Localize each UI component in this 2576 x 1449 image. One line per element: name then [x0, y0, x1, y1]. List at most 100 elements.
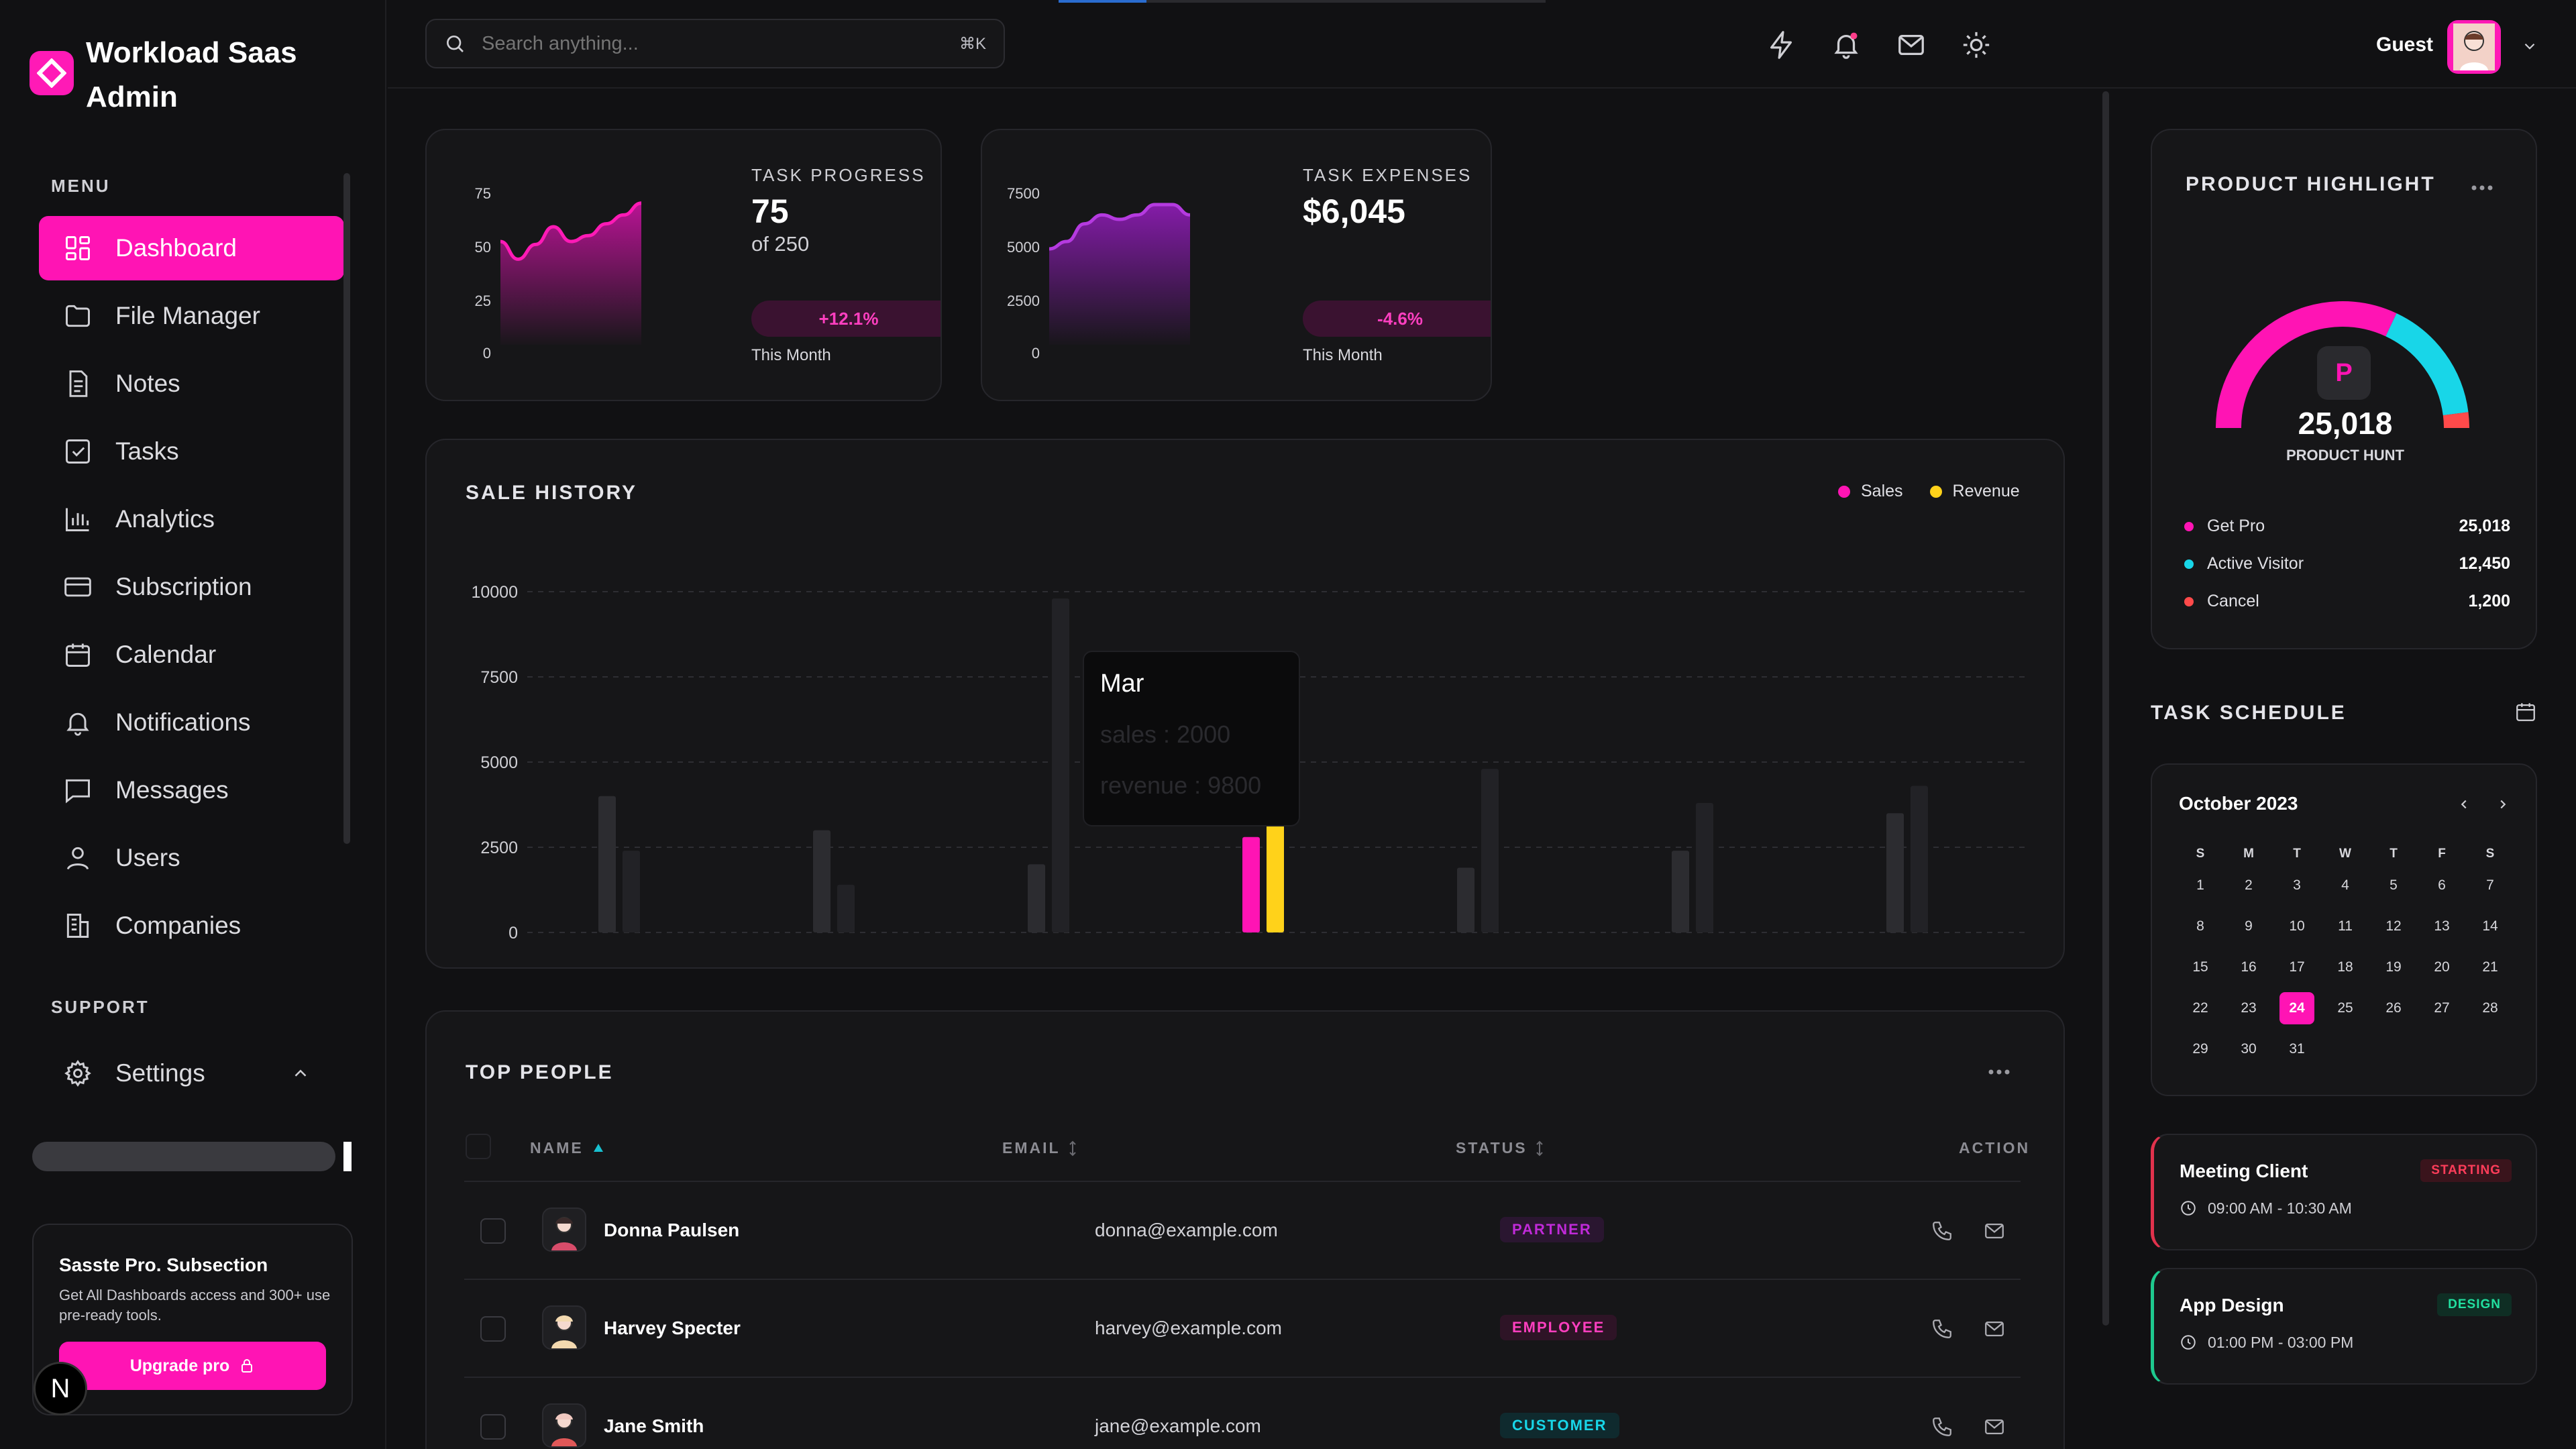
phone-icon[interactable]: [1931, 1220, 1953, 1242]
calendar-day[interactable]: 15: [2192, 959, 2208, 975]
calendar-day[interactable]: 18: [2337, 959, 2353, 975]
sidebar-item-notes[interactable]: Notes: [39, 352, 344, 416]
bar-sales-jun[interactable]: [1672, 851, 1689, 932]
calendar-day[interactable]: 9: [2245, 918, 2253, 934]
table-row[interactable]: Harvey Specter harvey@example.com EMPLOYEE: [464, 1279, 2021, 1377]
schedule-event[interactable]: App Design DESIGN 01:00 PM - 03:00 PM: [2151, 1268, 2537, 1385]
sidebar-item-messages[interactable]: Messages: [39, 758, 344, 822]
bell-icon[interactable]: [1831, 30, 1862, 60]
calendar-day[interactable]: 10: [2289, 918, 2305, 934]
row-checkbox[interactable]: [480, 1316, 506, 1342]
calendar-day[interactable]: 12: [2385, 918, 2402, 934]
bar-sales-mar[interactable]: [1028, 864, 1045, 932]
calendar-day[interactable]: 11: [2338, 918, 2353, 934]
calendar-day[interactable]: 14: [2482, 918, 2498, 934]
mail-icon[interactable]: [1983, 1318, 2006, 1340]
event-title: Meeting Client: [2180, 1161, 2308, 1181]
bar-sales-apr[interactable]: [1242, 837, 1260, 932]
analytics-icon: [66, 508, 89, 531]
calendar-day[interactable]: 13: [2434, 918, 2450, 934]
calendar-day[interactable]: 24: [2279, 992, 2314, 1024]
kpi-line: [500, 201, 642, 261]
calendar-day[interactable]: 29: [2192, 1041, 2208, 1057]
more-icon[interactable]: [1987, 1065, 2011, 1079]
calendar-day[interactable]: 8: [2196, 918, 2204, 934]
upgrade-pro-button[interactable]: Upgrade pro: [59, 1342, 326, 1390]
calendar-day[interactable]: 22: [2192, 1000, 2208, 1016]
calendar-day[interactable]: 28: [2482, 1000, 2498, 1016]
chevron-down-icon[interactable]: [2521, 38, 2538, 55]
table-row[interactable]: Donna Paulsen donna@example.com PARTNER: [464, 1181, 2021, 1279]
calendar-day[interactable]: 25: [2337, 1000, 2353, 1016]
calendar-day[interactable]: 4: [2341, 877, 2349, 893]
bar-revenue-jan[interactable]: [623, 851, 640, 932]
calendar-icon[interactable]: [2514, 700, 2537, 723]
mail-icon[interactable]: [1983, 1220, 2006, 1242]
calendar-day[interactable]: 5: [2390, 877, 2398, 893]
sidebar-item-file-manager[interactable]: File Manager: [39, 284, 344, 348]
select-all-checkbox[interactable]: [466, 1134, 491, 1159]
lightning-icon[interactable]: [1766, 30, 1797, 60]
n-badge[interactable]: N: [34, 1362, 87, 1415]
bar-revenue-may[interactable]: [1481, 769, 1499, 932]
calendar-day[interactable]: 17: [2289, 959, 2305, 975]
sidebar-item-subscription[interactable]: Subscription: [39, 555, 344, 619]
calendar-day[interactable]: 23: [2241, 1000, 2257, 1016]
search-input[interactable]: [482, 32, 951, 55]
sidebar-scrollbar[interactable]: [343, 173, 350, 844]
product-total-label: PRODUCT HUNT: [2286, 447, 2404, 464]
mail-icon[interactable]: [1896, 30, 1927, 60]
calendar-day[interactable]: 26: [2385, 1000, 2402, 1016]
calendar-day[interactable]: 2: [2245, 877, 2253, 893]
calendar-day[interactable]: 27: [2434, 1000, 2450, 1016]
calendar-day[interactable]: 1: [2196, 877, 2204, 893]
avatar[interactable]: [2447, 20, 2501, 74]
search-box[interactable]: ⌘K: [425, 19, 1005, 68]
calendar-day[interactable]: 19: [2385, 959, 2402, 975]
phone-icon[interactable]: [1931, 1318, 1953, 1340]
chevron-up-icon[interactable]: [290, 1063, 311, 1083]
calendar-day[interactable]: 31: [2289, 1041, 2305, 1057]
sidebar-submenu-item[interactable]: [32, 1142, 335, 1171]
main-scrollbar[interactable]: [2102, 91, 2109, 1326]
mail-icon[interactable]: [1983, 1415, 2006, 1438]
phone-icon[interactable]: [1931, 1415, 1953, 1438]
column-header-name[interactable]: NAME: [530, 1139, 605, 1157]
calendar-day[interactable]: 20: [2434, 959, 2450, 975]
calendar-day[interactable]: 21: [2482, 959, 2498, 975]
row-checkbox[interactable]: [480, 1414, 506, 1440]
calendar-day[interactable]: 3: [2293, 877, 2301, 893]
sidebar-item-users[interactable]: Users: [39, 826, 344, 890]
sidebar-item-companies[interactable]: Companies: [39, 894, 344, 958]
bar-revenue-mar[interactable]: [1052, 598, 1069, 932]
bar-revenue-feb[interactable]: [837, 884, 855, 932]
bar-sales-jan[interactable]: [598, 796, 616, 932]
prev-month-icon[interactable]: [2457, 797, 2471, 812]
calendar-day[interactable]: 6: [2438, 877, 2446, 893]
bar-sales-jul[interactable]: [1886, 813, 1904, 932]
bar-revenue-apr[interactable]: [1267, 799, 1284, 932]
sun-icon[interactable]: [1961, 30, 1992, 60]
calendar-day[interactable]: 30: [2241, 1041, 2257, 1057]
sidebar-item-analytics[interactable]: Analytics: [39, 487, 344, 551]
bar-revenue-jun[interactable]: [1696, 802, 1713, 932]
table-row[interactable]: Jane Smith jane@example.com CUSTOMER: [464, 1377, 2021, 1449]
schedule-event[interactable]: Meeting Client STARTING 09:00 AM - 10:30 A…: [2151, 1134, 2537, 1250]
calendar-day[interactable]: 7: [2486, 877, 2494, 893]
next-month-icon[interactable]: [2496, 797, 2510, 812]
more-icon[interactable]: [2470, 181, 2494, 195]
message-icon: [66, 779, 90, 804]
bar-sales-feb[interactable]: [813, 830, 830, 932]
sidebar-item-calendar[interactable]: Calendar: [39, 623, 344, 687]
sidebar-item-dashboard[interactable]: Dashboard: [39, 216, 344, 280]
column-header-status[interactable]: STATUS: [1456, 1139, 1545, 1157]
legend-value: 12,450: [2459, 554, 2510, 573]
bar-sales-may[interactable]: [1457, 867, 1474, 932]
column-header-email[interactable]: EMAIL: [1002, 1139, 1078, 1157]
row-checkbox[interactable]: [480, 1218, 506, 1244]
bar-revenue-jul[interactable]: [1911, 786, 1928, 932]
calendar-day[interactable]: 16: [2241, 959, 2257, 975]
sidebar-item-settings[interactable]: Settings: [39, 1041, 344, 1106]
sidebar-item-notifications[interactable]: Notifications: [39, 690, 344, 755]
sidebar-item-tasks[interactable]: Tasks: [39, 419, 344, 484]
